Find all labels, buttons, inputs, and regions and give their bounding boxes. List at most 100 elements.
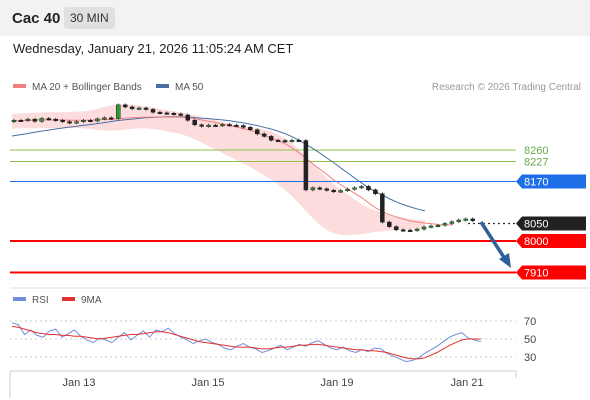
candle (109, 117, 114, 120)
candle (25, 118, 31, 121)
candle (74, 121, 79, 124)
candle (157, 111, 163, 114)
candle (435, 225, 441, 227)
candle (122, 104, 128, 108)
candle (296, 139, 302, 142)
rsi-grid: 70 50 30 (10, 316, 536, 364)
copyright-label: Research © 2026 Trading Central (432, 82, 581, 93)
candle (102, 117, 107, 120)
candle (373, 189, 378, 194)
rsi-legend-label: RSI (32, 295, 49, 306)
candle (366, 186, 371, 191)
candle (206, 124, 211, 127)
bollinger-band-area (12, 104, 425, 236)
candle (220, 124, 225, 127)
candle (213, 124, 218, 127)
candle (150, 109, 156, 113)
candle (129, 106, 135, 109)
ma50-legend-label: MA 50 (175, 82, 204, 93)
level-label-8227: 8227 (524, 157, 548, 169)
header-bar: Cac 40 30 MIN (0, 0, 590, 36)
candle (331, 190, 336, 192)
candle (261, 133, 267, 137)
x-tick-label: Jan 19 (320, 377, 353, 389)
candle (428, 225, 434, 228)
ma20-legend-label: MA 20 + Bollinger Bands (32, 82, 142, 93)
candle (116, 104, 121, 119)
level-tag-8050 (516, 216, 586, 231)
level-label-8170: 8170 (524, 177, 548, 189)
candle (11, 120, 17, 122)
candles (11, 103, 475, 232)
candle (95, 118, 100, 122)
symbol-title: Cac 40 (12, 10, 61, 27)
candle (164, 112, 170, 115)
candle (255, 129, 260, 135)
rsi-tick-50: 50 (524, 334, 536, 346)
candle (414, 228, 420, 231)
level-label-7910: 7910 (524, 268, 548, 280)
candle (282, 140, 288, 143)
candle (407, 229, 413, 232)
candle (456, 219, 462, 222)
candle (449, 221, 455, 224)
rsi-ma-line (11, 325, 481, 360)
rsi-legend-swatch (13, 297, 26, 301)
x-tick-label: Jan 13 (62, 377, 95, 389)
level-label-8260: 8260 (524, 145, 548, 157)
candle (67, 121, 72, 124)
candle (178, 113, 184, 116)
rsi-line (11, 322, 481, 363)
candle (171, 113, 177, 115)
arrow-shaft (479, 221, 509, 263)
candle (143, 107, 149, 110)
ma50-legend-swatch (156, 84, 169, 88)
candle (185, 114, 190, 121)
timeframe-button[interactable]: 30 MIN (64, 7, 115, 29)
bollinger-bands (12, 104, 425, 236)
candle (310, 187, 316, 191)
x-tick-label: Jan 21 (450, 377, 483, 389)
candle (470, 218, 475, 221)
candle (136, 107, 142, 110)
candle (338, 190, 343, 193)
candle (463, 218, 468, 221)
candle (53, 118, 58, 121)
candle (359, 186, 364, 189)
rsi-tick-70: 70 (524, 316, 536, 328)
x-tick-labels: Jan 13 Jan 15 Jan 19 Jan 21 (62, 377, 483, 389)
ma50-line (11, 116, 426, 212)
candle (241, 125, 246, 128)
rsi-tick-30: 30 (524, 352, 536, 364)
candle (421, 226, 427, 230)
candle (394, 226, 399, 231)
candle (39, 118, 45, 122)
candle (18, 120, 24, 122)
level-tag-7910 (516, 265, 586, 280)
candle (289, 139, 295, 142)
candle (387, 221, 392, 227)
arrow-head (499, 253, 511, 268)
level-tag-8000 (516, 234, 586, 248)
level-lines (10, 149, 516, 274)
x-tick-label: Jan 15 (191, 377, 224, 389)
rsi-ma-legend-swatch (62, 297, 75, 301)
candle (275, 139, 281, 142)
rsi-lines (11, 322, 481, 363)
candle (303, 140, 309, 191)
candle (227, 124, 232, 127)
datetime-label: Wednesday, January 21, 2026 11:05:24 AM … (13, 41, 294, 56)
candle (352, 187, 357, 190)
level-tag-8170 (516, 174, 586, 189)
candle (32, 118, 38, 122)
candle (324, 188, 329, 191)
rsi-ma-legend-label: 9MA (81, 295, 102, 306)
candle (234, 124, 239, 127)
candle (268, 136, 274, 141)
candle (317, 187, 323, 190)
level-label-8000: 8000 (524, 236, 548, 248)
candle (380, 193, 385, 223)
candle (81, 120, 86, 122)
